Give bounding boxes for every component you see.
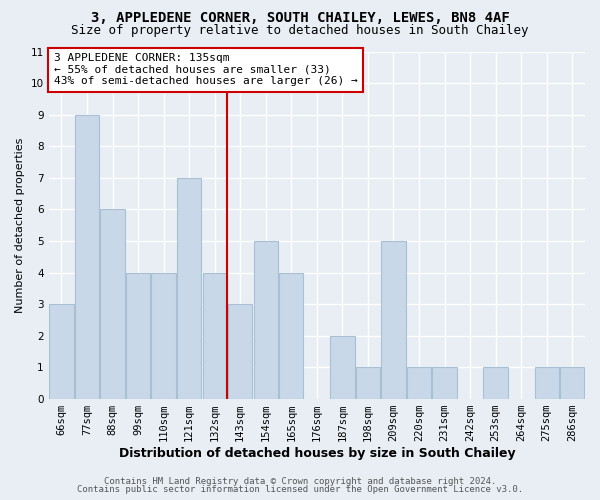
Bar	[433, 368, 457, 399]
Bar	[100, 210, 125, 399]
Text: 3, APPLEDENE CORNER, SOUTH CHAILEY, LEWES, BN8 4AF: 3, APPLEDENE CORNER, SOUTH CHAILEY, LEWE…	[91, 12, 509, 26]
Text: Contains HM Land Registry data © Crown copyright and database right 2024.: Contains HM Land Registry data © Crown c…	[104, 477, 496, 486]
Text: Size of property relative to detached houses in South Chailey: Size of property relative to detached ho…	[71, 24, 529, 37]
Bar	[228, 304, 253, 399]
X-axis label: Distribution of detached houses by size in South Chailey: Distribution of detached houses by size …	[119, 447, 515, 460]
Bar	[254, 241, 278, 399]
Bar	[49, 304, 74, 399]
Bar	[151, 272, 176, 399]
Bar	[382, 241, 406, 399]
Bar	[407, 368, 431, 399]
Bar	[560, 368, 584, 399]
Bar	[279, 272, 304, 399]
Bar	[203, 272, 227, 399]
Bar	[330, 336, 355, 399]
Bar	[535, 368, 559, 399]
Bar	[126, 272, 150, 399]
Bar	[177, 178, 201, 399]
Text: Contains public sector information licensed under the Open Government Licence v3: Contains public sector information licen…	[77, 484, 523, 494]
Y-axis label: Number of detached properties: Number of detached properties	[15, 138, 25, 313]
Bar	[484, 368, 508, 399]
Bar	[75, 114, 99, 399]
Text: 3 APPLEDENE CORNER: 135sqm
← 55% of detached houses are smaller (33)
43% of semi: 3 APPLEDENE CORNER: 135sqm ← 55% of deta…	[54, 53, 358, 86]
Bar	[356, 368, 380, 399]
